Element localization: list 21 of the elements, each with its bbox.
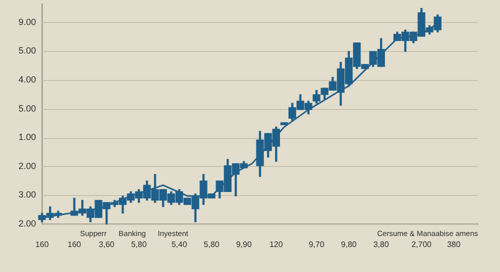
x-tick-label: 160 <box>68 240 82 250</box>
text: 1.00 <box>18 132 36 142</box>
x-tick-label: 5,80 <box>204 240 220 250</box>
x-tick-label: 9,90 <box>236 240 252 250</box>
text: 9.00 <box>18 16 36 27</box>
x-tick-label: 5,40 <box>171 240 188 250</box>
x-tick-label: 380 <box>447 240 461 250</box>
text: 5.00 <box>18 103 36 114</box>
x-tick-label: 9,70 <box>308 240 325 250</box>
text: 2.00 <box>18 218 36 228</box>
x-tick-label: 160 <box>35 240 50 250</box>
x-tick-label: 5,80 <box>131 240 148 250</box>
text: 4.00 <box>18 74 36 84</box>
text: 2.00 <box>18 160 36 171</box>
x-tick-label: 3,80 <box>373 240 390 250</box>
x-tick-label: 3,60 <box>98 240 115 250</box>
x-tick-label: 9,80 <box>341 240 358 250</box>
text: 3.00 <box>18 190 36 200</box>
text: 5.00 <box>18 46 36 56</box>
x-tick-label: 120 <box>269 240 284 250</box>
x-tick-label: 2,700 <box>411 240 432 250</box>
